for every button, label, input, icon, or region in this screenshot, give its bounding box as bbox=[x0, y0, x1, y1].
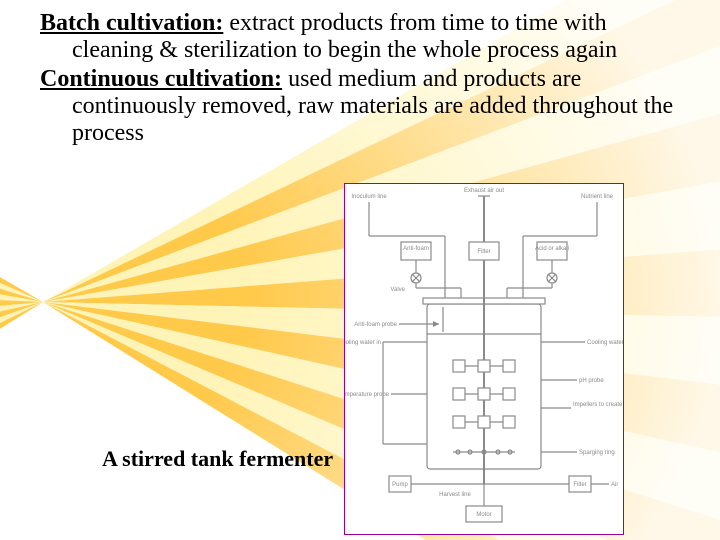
label-temp-probe: Temperature probe bbox=[345, 392, 390, 398]
batch-term: Batch cultivation: bbox=[40, 10, 223, 36]
label-antifoam-probe: Anti-foam probe bbox=[354, 322, 397, 328]
label-filter2: Filter bbox=[573, 482, 586, 488]
label-cw-in: Cooling water in bbox=[345, 340, 381, 346]
text-block: Batch cultivation: extract products from… bbox=[0, 0, 720, 146]
label-harvest: Harvest line bbox=[439, 492, 471, 498]
diagram-caption: A stirred tank fermenter bbox=[102, 446, 333, 472]
label-valve: Valve bbox=[390, 287, 405, 293]
label-inoculum: Inoculum line bbox=[351, 194, 387, 200]
label-ph-probe: pH probe bbox=[579, 378, 604, 384]
label-acid-alkali: Acid or alkali bbox=[535, 246, 569, 252]
label-nutrient: Nutrient line bbox=[581, 194, 614, 200]
continuous-term: Continuous cultivation: bbox=[40, 66, 282, 92]
label-pump: Pump bbox=[392, 482, 408, 488]
label-filter: Filter bbox=[477, 249, 490, 255]
valve-right bbox=[547, 273, 557, 283]
valve-left bbox=[411, 273, 421, 283]
batch-paragraph: Batch cultivation: extract products from… bbox=[40, 10, 680, 64]
label-air: Air bbox=[611, 482, 618, 488]
continuous-paragraph: Continuous cultivation: used medium and … bbox=[40, 66, 680, 147]
label-cw-out: Cooling water out bbox=[587, 340, 623, 346]
label-motor: Motor bbox=[476, 512, 491, 518]
label-sparging: Sparging ring bbox=[579, 450, 615, 456]
impellers bbox=[453, 360, 515, 428]
fermenter-diagram: Exhaust air out bbox=[344, 183, 624, 535]
label-impellers1: Impellers to create turbulence bbox=[573, 402, 623, 408]
fermenter-svg: Exhaust air out bbox=[345, 184, 623, 534]
label-exhaust: Exhaust air out bbox=[464, 188, 504, 194]
